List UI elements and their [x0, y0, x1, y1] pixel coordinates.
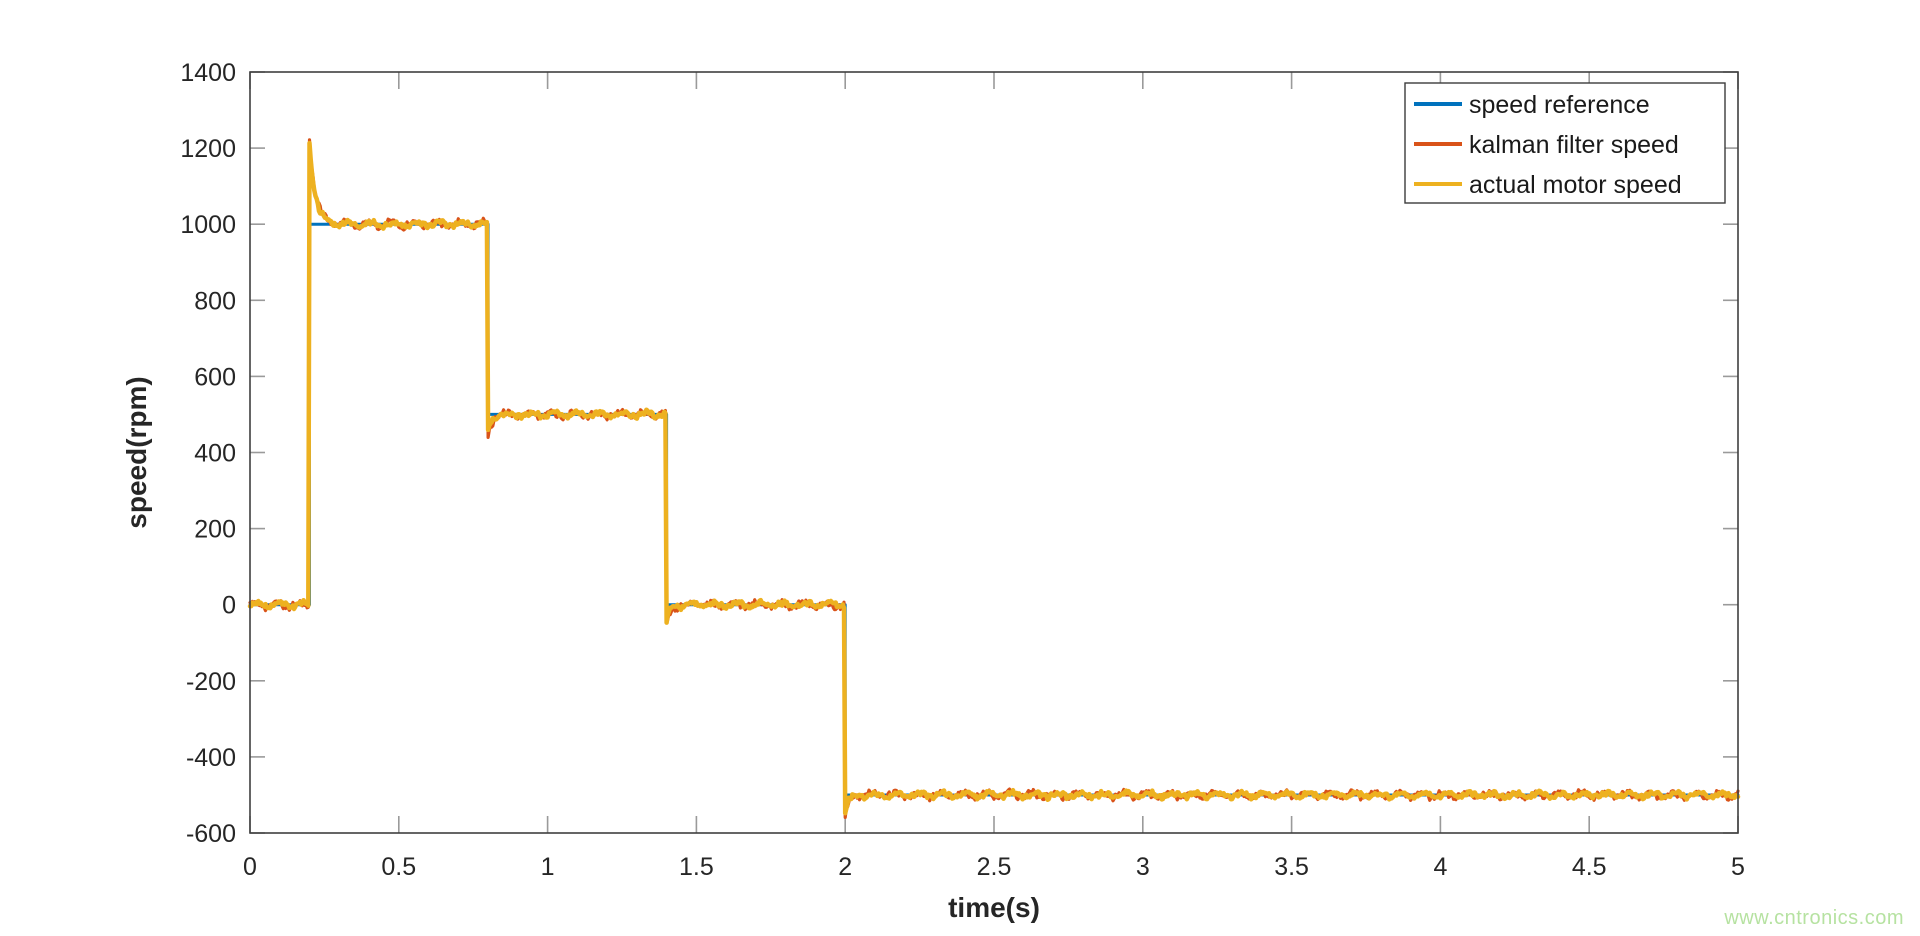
x-axis-label: time(s) — [948, 892, 1040, 923]
x-tick-label: 5 — [1731, 853, 1745, 881]
x-tick-label: 1 — [541, 853, 555, 881]
y-tick-label: 1200 — [180, 135, 236, 163]
y-tick-label: 1000 — [180, 211, 236, 239]
x-tick-label: 4.5 — [1572, 853, 1607, 881]
y-tick-label: 400 — [194, 440, 236, 468]
legend-label-1: speed reference — [1469, 91, 1650, 119]
x-tick-label: 3 — [1136, 853, 1150, 881]
y-axis-label: speed(rpm) — [121, 376, 152, 528]
x-tick-label: 1.5 — [679, 853, 714, 881]
series-speed-reference — [248, 222, 1740, 797]
y-tick-label: -400 — [186, 744, 236, 772]
x-tick-label: 2 — [838, 853, 852, 881]
x-tick-label: 0 — [243, 853, 257, 881]
x-tick-label: 0.5 — [381, 853, 416, 881]
series-kalman-filter-speed — [248, 138, 1740, 820]
y-tick-label: 1400 — [180, 59, 236, 87]
watermark: www.cntronics.com — [1724, 907, 1904, 929]
y-tick-label: -600 — [186, 820, 236, 848]
series-actual-motor-speed — [247, 140, 1741, 816]
y-tick-label: 600 — [194, 363, 236, 391]
legend-label-2: kalman filter speed — [1469, 131, 1679, 159]
legend-label-3: actual motor speed — [1469, 171, 1682, 199]
y-tick-label: 200 — [194, 516, 236, 544]
plot-box — [249, 71, 1739, 834]
y-tick-label: 0 — [222, 592, 236, 620]
y-tick-label: -200 — [186, 668, 236, 696]
y-tick-label: 800 — [194, 287, 236, 315]
x-tick-label: 2.5 — [977, 853, 1012, 881]
x-tick-label: 3.5 — [1274, 853, 1309, 881]
x-tick-label: 4 — [1433, 853, 1447, 881]
